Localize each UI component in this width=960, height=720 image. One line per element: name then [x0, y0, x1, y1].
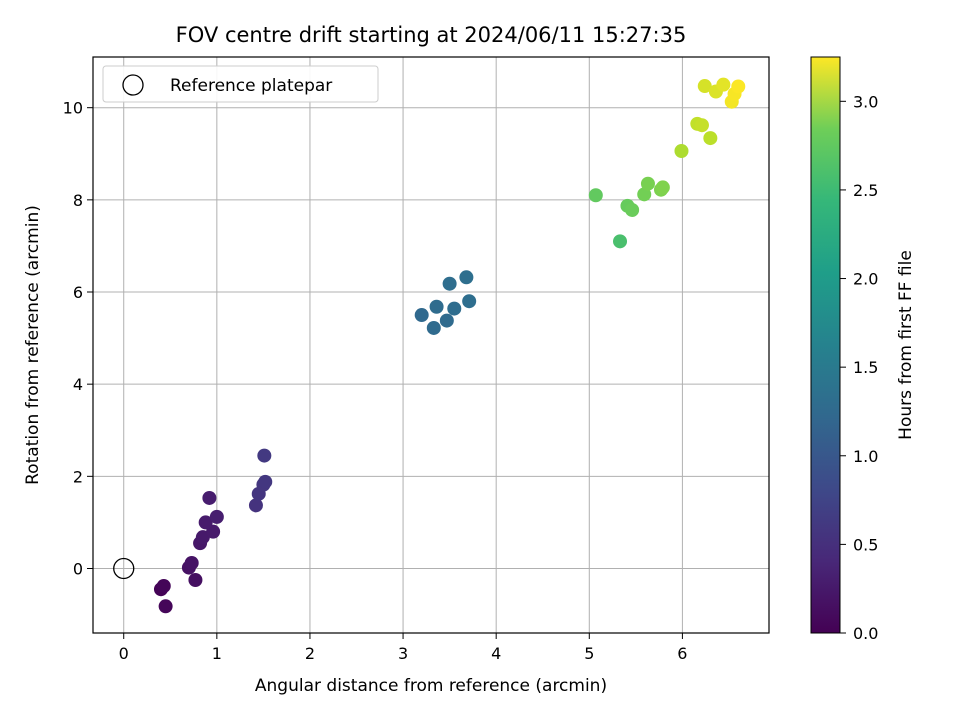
- data-point: [697, 79, 712, 94]
- data-point: [637, 187, 652, 202]
- data-point: [429, 299, 444, 314]
- data-point: [640, 176, 655, 191]
- reference-point: [113, 557, 135, 580]
- chart-title: FOV centre drift starting at 2024/06/11 …: [176, 23, 687, 47]
- data-point: [588, 188, 603, 203]
- data-point: [439, 313, 454, 328]
- data-point: [414, 308, 429, 323]
- data-point: [459, 270, 474, 285]
- y-tick-label: 8: [73, 191, 83, 210]
- grid: [93, 57, 769, 633]
- x-tick-label: 1: [212, 644, 222, 663]
- data-point: [674, 144, 689, 159]
- y-tick-label: 10: [63, 99, 83, 118]
- colorbar: 0.0 0.5 1.0 1.5 2.0 2.5 3.0 Hours from first F…: [810, 56, 916, 643]
- data-point: [195, 530, 210, 545]
- data-point: [188, 573, 203, 588]
- y-tick-label: 2: [73, 467, 83, 486]
- data-point: [184, 555, 199, 570]
- colorbar-tick-label: 1.0: [853, 447, 878, 466]
- data-point: [156, 578, 171, 593]
- data-points: [113, 77, 746, 614]
- data-point: [655, 180, 670, 195]
- x-tick-label: 5: [584, 644, 594, 663]
- legend: Reference platepar: [102, 65, 379, 103]
- data-point: [198, 515, 213, 530]
- data-point: [248, 498, 263, 513]
- data-point: [257, 448, 272, 463]
- colorbar-ticks: 0.0 0.5 1.0 1.5 2.0 2.5 3.0: [840, 92, 878, 643]
- data-point: [209, 509, 224, 524]
- colorbar-tick-label: 2.5: [853, 181, 878, 200]
- x-tick-label: 6: [677, 644, 687, 663]
- y-axis-title: Rotation from reference (arcmin): [23, 205, 43, 485]
- x-axis-ticks: 0 1 2 3 4 5 6: [119, 633, 687, 663]
- y-axis-ticks: 0 2 4 6 8 10: [63, 99, 93, 578]
- x-axis-title: Angular distance from reference (arcmin): [255, 676, 607, 696]
- y-tick-label: 6: [73, 283, 83, 302]
- colorbar-label: Hours from first FF file: [896, 250, 916, 440]
- data-point: [426, 320, 441, 335]
- data-point: [442, 276, 457, 291]
- y-tick-label: 4: [73, 375, 83, 394]
- data-point: [625, 202, 640, 217]
- x-tick-label: 2: [305, 644, 315, 663]
- data-point: [694, 118, 709, 133]
- colorbar-tick-label: 0.5: [853, 535, 878, 554]
- data-point: [447, 301, 462, 316]
- colorbar-tick-label: 0.0: [853, 624, 878, 643]
- data-point: [158, 599, 173, 614]
- legend-box: [102, 65, 379, 103]
- data-point: [613, 234, 628, 249]
- data-point: [703, 131, 718, 146]
- plot-frame: [92, 56, 770, 634]
- data-point: [731, 79, 746, 94]
- x-tick-label: 3: [398, 644, 408, 663]
- data-point: [462, 294, 477, 309]
- data-point: [258, 474, 273, 489]
- data-point: [716, 77, 731, 92]
- x-tick-label: 4: [491, 644, 501, 663]
- x-tick-label: 0: [119, 644, 129, 663]
- legend-reference-label: Reference platepar: [170, 76, 332, 96]
- legend-reference-marker: [122, 74, 144, 96]
- colorbar-tick-label: 3.0: [853, 92, 878, 111]
- colorbar-tick-label: 1.5: [853, 358, 878, 377]
- colorbar-tick-label: 2.0: [853, 270, 878, 289]
- y-tick-label: 0: [73, 559, 83, 578]
- data-point: [202, 490, 217, 505]
- colorbar-gradient: [810, 56, 841, 634]
